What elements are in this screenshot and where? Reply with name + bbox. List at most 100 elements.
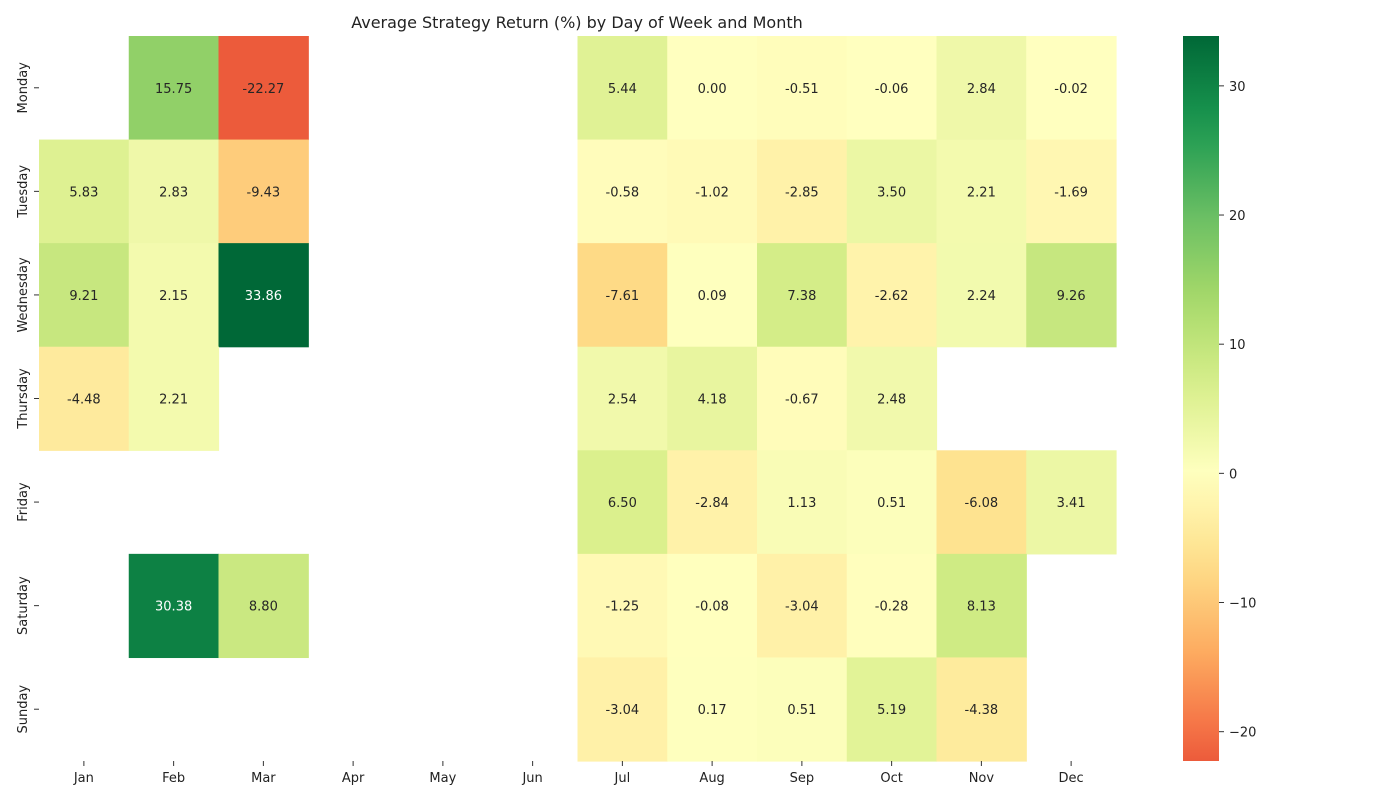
cell-label: 7.38 [787, 289, 816, 304]
cell-label: 9.21 [69, 289, 98, 304]
x-tick-label: Dec [1059, 771, 1084, 786]
colorbar-tick-label: 20 [1229, 209, 1246, 224]
heatmap-cell-monday-feb [128, 36, 220, 141]
x-tick-label: Jul [614, 771, 631, 786]
cell-label: 9.26 [1057, 289, 1086, 304]
cell-label: -0.67 [785, 393, 819, 408]
cell-label: -22.27 [242, 82, 284, 97]
x-axis: Jan Feb Mar Apr May Jun Jul Aug Sep Oct Nov Dec [73, 761, 1084, 786]
x-tick-label: Jan [73, 771, 94, 786]
heatmap-cell-tuesday-nov [936, 139, 1027, 244]
heatmap-cell-wednesday-jan [39, 243, 130, 348]
cell-label: 33.86 [245, 289, 282, 304]
cell-label: 30.38 [155, 600, 192, 615]
cell-label: 1.13 [787, 496, 816, 511]
cell-label: -0.58 [606, 185, 640, 200]
cell-label: -2.62 [875, 289, 909, 304]
heatmap-cell-tuesday-feb [128, 139, 220, 244]
cell-label: -4.38 [965, 703, 999, 718]
cell-label: -1.02 [695, 185, 729, 200]
y-axis: Monday Tuesday Wednesday Thursday Friday Satu… [16, 62, 39, 734]
heatmap-cell-monday-sep [757, 36, 848, 141]
heatmap-cell-friday-dec [1026, 450, 1117, 555]
cell-label: -6.08 [965, 496, 999, 511]
heatmap-cell-thursday-aug [667, 346, 758, 451]
cell-label: 0.51 [787, 703, 816, 718]
x-tick-label: Mar [251, 771, 276, 786]
cell-label: 2.21 [159, 393, 188, 408]
heatmap-cell-monday-mar [218, 36, 309, 141]
y-tick-label: Wednesday [16, 257, 31, 333]
cell-label: 3.50 [877, 185, 906, 200]
heatmap-cell-tuesday-aug [667, 139, 758, 244]
cell-label: 5.83 [69, 185, 98, 200]
heatmap-cell-thursday-feb [128, 346, 220, 451]
heatmap-cell-wednesday-feb [128, 243, 220, 348]
x-tick-label: Apr [342, 771, 365, 786]
heatmap-cell-wednesday-sep [757, 243, 848, 348]
cell-label: -2.84 [695, 496, 729, 511]
heatmap-cell-tuesday-jan [39, 139, 130, 244]
colorbar-tick-label: 0 [1229, 467, 1237, 482]
heatmap-cell-wednesday-aug [667, 243, 758, 348]
cell-label: 2.24 [967, 289, 996, 304]
heatmap-cell-thursday-jul [577, 346, 668, 451]
cell-label: 2.84 [967, 82, 996, 97]
heatmap-cells: 15.75 -22.27 5.44 0.00 -0.51 -0.06 2.84 -0.02 5.… [39, 36, 1117, 762]
cell-label: -0.51 [785, 82, 819, 97]
cell-label: 5.19 [877, 703, 906, 718]
heatmap-cell-saturday-aug [667, 553, 758, 659]
heatmap-cell-friday-oct [846, 450, 938, 555]
cell-label: -0.06 [875, 82, 909, 97]
heatmap-cell-saturday-sep [757, 553, 848, 659]
cell-label: 0.51 [877, 496, 906, 511]
heatmap-cell-friday-nov [936, 450, 1027, 555]
heatmap-cell-sunday-nov [936, 657, 1027, 762]
heatmap-cell-friday-sep [757, 450, 848, 555]
heatmap-cell-sunday-jul [577, 657, 668, 762]
cell-label: -2.85 [785, 185, 819, 200]
heatmap-cell-monday-oct [846, 36, 938, 141]
y-tick-label: Monday [16, 62, 31, 114]
heatmap-cell-thursday-sep [757, 346, 848, 451]
x-tick-label: Jun [521, 771, 542, 786]
cell-label: 8.80 [249, 600, 278, 615]
chart-title: Average Strategy Return (%) by Day of We… [351, 13, 803, 32]
heatmap-cell-tuesday-oct [846, 139, 938, 244]
y-tick-label: Tuesday [16, 165, 31, 219]
cell-label: 2.48 [877, 393, 906, 408]
x-tick-label: Oct [880, 771, 902, 786]
cell-label: -3.04 [785, 600, 819, 615]
cell-label: -4.48 [67, 393, 101, 408]
heatmap-cell-saturday-jul [577, 553, 668, 659]
heatmap-cell-sunday-sep [757, 657, 848, 762]
heatmap-cell-tuesday-jul [577, 139, 668, 244]
heatmap-cell-wednesday-jul [577, 243, 668, 348]
colorbar-tick-label: 30 [1229, 80, 1246, 95]
cell-label: 5.44 [608, 82, 637, 97]
heatmap-cell-monday-jul [577, 36, 668, 141]
cell-label: 0.00 [698, 82, 727, 97]
cell-label: 0.17 [698, 703, 727, 718]
heatmap-cell-saturday-oct [846, 553, 938, 659]
cell-label: -0.02 [1054, 82, 1088, 97]
y-tick-label: Friday [16, 482, 31, 522]
heatmap-cell-monday-aug [667, 36, 758, 141]
cell-label: -9.43 [247, 185, 281, 200]
colorbar-tick-label: −10 [1229, 597, 1256, 612]
heatmap-cell-monday-dec [1026, 36, 1117, 141]
cell-label: 2.21 [967, 185, 996, 200]
heatmap-cell-sunday-aug [667, 657, 758, 762]
cell-label: 15.75 [155, 82, 192, 97]
cell-label: 2.15 [159, 289, 188, 304]
colorbar-gradient [1183, 36, 1219, 761]
cell-label: 4.18 [698, 393, 727, 408]
x-tick-label: Aug [699, 771, 724, 786]
heatmap-cell-monday-nov [936, 36, 1027, 141]
cell-label: 2.83 [159, 185, 188, 200]
cell-label: 8.13 [967, 600, 996, 615]
heatmap-cell-tuesday-sep [757, 139, 848, 244]
cell-label: 6.50 [608, 496, 637, 511]
heatmap-cell-wednesday-oct [846, 243, 938, 348]
